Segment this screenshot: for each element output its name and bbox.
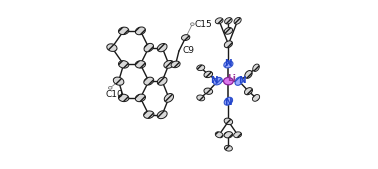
Text: N: N bbox=[210, 76, 218, 85]
Text: Li: Li bbox=[227, 74, 236, 83]
Ellipse shape bbox=[204, 88, 212, 94]
Ellipse shape bbox=[191, 23, 194, 26]
Ellipse shape bbox=[181, 35, 190, 40]
Ellipse shape bbox=[253, 64, 259, 71]
Ellipse shape bbox=[107, 44, 117, 51]
Ellipse shape bbox=[118, 61, 129, 68]
Ellipse shape bbox=[235, 77, 243, 85]
Text: N: N bbox=[225, 98, 232, 107]
Ellipse shape bbox=[224, 28, 232, 34]
Ellipse shape bbox=[197, 65, 205, 71]
Ellipse shape bbox=[171, 61, 180, 68]
Ellipse shape bbox=[164, 93, 174, 102]
Ellipse shape bbox=[113, 77, 124, 85]
Ellipse shape bbox=[224, 61, 233, 68]
Ellipse shape bbox=[224, 41, 232, 48]
Ellipse shape bbox=[224, 132, 233, 138]
Text: N: N bbox=[238, 76, 246, 85]
Ellipse shape bbox=[234, 17, 241, 24]
Ellipse shape bbox=[157, 111, 167, 119]
Ellipse shape bbox=[215, 18, 223, 24]
Text: C15: C15 bbox=[194, 20, 212, 29]
Ellipse shape bbox=[144, 111, 154, 118]
Ellipse shape bbox=[135, 61, 146, 68]
Ellipse shape bbox=[157, 43, 167, 52]
Ellipse shape bbox=[223, 77, 233, 85]
Ellipse shape bbox=[135, 27, 146, 35]
Text: C9: C9 bbox=[182, 46, 194, 55]
Ellipse shape bbox=[225, 18, 232, 24]
Text: N: N bbox=[225, 58, 232, 68]
Text: C10: C10 bbox=[105, 90, 123, 99]
Ellipse shape bbox=[204, 71, 212, 78]
Ellipse shape bbox=[215, 132, 223, 138]
Ellipse shape bbox=[224, 118, 232, 125]
Ellipse shape bbox=[144, 43, 153, 52]
Ellipse shape bbox=[118, 94, 129, 102]
Ellipse shape bbox=[157, 77, 167, 85]
Ellipse shape bbox=[224, 97, 232, 105]
Ellipse shape bbox=[118, 27, 129, 35]
Ellipse shape bbox=[108, 87, 112, 89]
Ellipse shape bbox=[245, 70, 252, 78]
Ellipse shape bbox=[225, 145, 232, 151]
Ellipse shape bbox=[164, 61, 174, 68]
Ellipse shape bbox=[245, 88, 253, 95]
Ellipse shape bbox=[214, 77, 222, 85]
Ellipse shape bbox=[135, 94, 146, 102]
Ellipse shape bbox=[234, 132, 242, 138]
Ellipse shape bbox=[197, 95, 205, 101]
Ellipse shape bbox=[253, 94, 260, 101]
Ellipse shape bbox=[144, 77, 154, 85]
